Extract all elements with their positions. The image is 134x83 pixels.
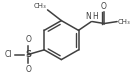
Text: O: O <box>100 2 106 11</box>
Text: O: O <box>25 65 31 74</box>
Text: Cl: Cl <box>5 50 13 59</box>
Text: O: O <box>25 35 31 44</box>
Text: S: S <box>25 50 31 59</box>
Text: N: N <box>86 12 91 21</box>
Text: H: H <box>92 12 98 21</box>
Text: CH₃: CH₃ <box>118 19 131 25</box>
Text: CH₃: CH₃ <box>34 3 46 9</box>
